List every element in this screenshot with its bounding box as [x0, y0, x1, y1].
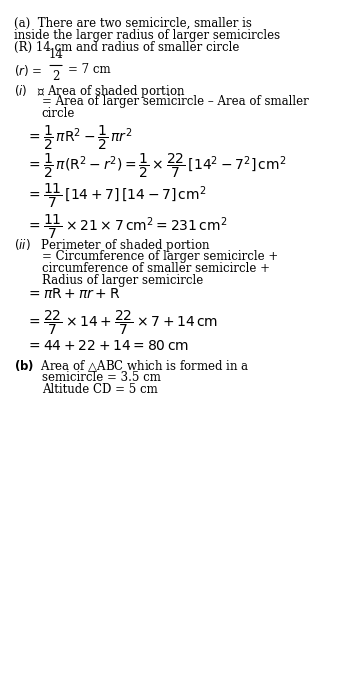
Text: = Area of larger semicircle – Area of smaller: = Area of larger semicircle – Area of sm…	[42, 95, 308, 108]
Text: $= \dfrac{1}{2}\,\pi\mathrm{R}^2 - \dfrac{1}{2}\,\pi r^2$: $= \dfrac{1}{2}\,\pi\mathrm{R}^2 - \dfra…	[26, 124, 133, 152]
Text: Radius of larger semicircle: Radius of larger semicircle	[42, 273, 203, 286]
Text: = Circumference of larger semicircle +: = Circumference of larger semicircle +	[42, 250, 278, 262]
Text: $\mathit{(i)}$   ∴ Area of shaded portion: $\mathit{(i)}$ ∴ Area of shaded portion	[14, 83, 185, 100]
Text: $= \dfrac{1}{2}\,\pi(\mathrm{R}^2 - r^2) = \dfrac{1}{2} \times \dfrac{22}{7}\,[1: $= \dfrac{1}{2}\,\pi(\mathrm{R}^2 - r^2)…	[26, 152, 286, 180]
Text: $\mathit{(ii)}$   Perimeter of shaded portion: $\mathit{(ii)}$ Perimeter of shaded port…	[14, 237, 210, 254]
Text: 14: 14	[48, 48, 63, 61]
Text: (a)  There are two semicircle, smaller is: (a) There are two semicircle, smaller is	[14, 17, 252, 30]
Text: 2: 2	[52, 71, 59, 83]
Text: $(r)$ =: $(r)$ =	[14, 64, 42, 78]
Text: $= \dfrac{11}{7} \times 21 \times 7\,\mathrm{cm}^2 = 231\,\mathrm{cm}^2$: $= \dfrac{11}{7} \times 21 \times 7\,\ma…	[26, 212, 228, 241]
Text: = 7 cm: = 7 cm	[68, 64, 111, 76]
Text: circumference of smaller semicircle +: circumference of smaller semicircle +	[42, 262, 270, 275]
Text: inside the larger radius of larger semicircles: inside the larger radius of larger semic…	[14, 29, 280, 42]
Text: $= \dfrac{11}{7}\,[14 + 7]\,[14 - 7]\,\mathrm{cm}^2$: $= \dfrac{11}{7}\,[14 + 7]\,[14 - 7]\,\m…	[26, 182, 207, 210]
Text: $= 44 + 22 + 14 = 80\,\mathrm{cm}$: $= 44 + 22 + 14 = 80\,\mathrm{cm}$	[26, 339, 189, 353]
Text: circle: circle	[42, 107, 75, 120]
Text: (R) 14 cm and radius of smaller circle: (R) 14 cm and radius of smaller circle	[14, 42, 239, 55]
Text: $= \dfrac{22}{7} \times 14 + \dfrac{22}{7} \times 7 + 14\,\mathrm{cm}$: $= \dfrac{22}{7} \times 14 + \dfrac{22}{…	[26, 309, 218, 337]
Text: $\mathbf{(b)}$  Area of △ABC which is formed in a: $\mathbf{(b)}$ Area of △ABC which is for…	[14, 358, 249, 374]
Text: semicircle = 3.5 cm: semicircle = 3.5 cm	[42, 371, 161, 384]
Text: Altitude CD = 5 cm: Altitude CD = 5 cm	[42, 383, 157, 396]
Text: $= \pi\mathrm{R} + \pi r + \mathrm{R}$: $= \pi\mathrm{R} + \pi r + \mathrm{R}$	[26, 287, 120, 302]
